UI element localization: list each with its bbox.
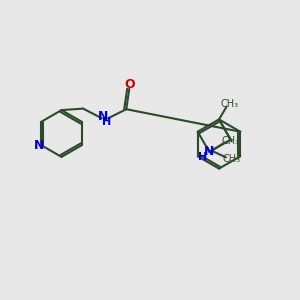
Text: CH₃: CH₃: [221, 136, 239, 146]
Text: CH₃: CH₃: [222, 154, 240, 164]
Text: N: N: [34, 139, 44, 152]
Text: N: N: [204, 145, 214, 158]
Text: O: O: [124, 77, 135, 91]
Text: H: H: [102, 117, 111, 127]
Text: H: H: [198, 152, 207, 162]
Text: N: N: [98, 110, 108, 123]
Text: CH₃: CH₃: [220, 99, 238, 109]
